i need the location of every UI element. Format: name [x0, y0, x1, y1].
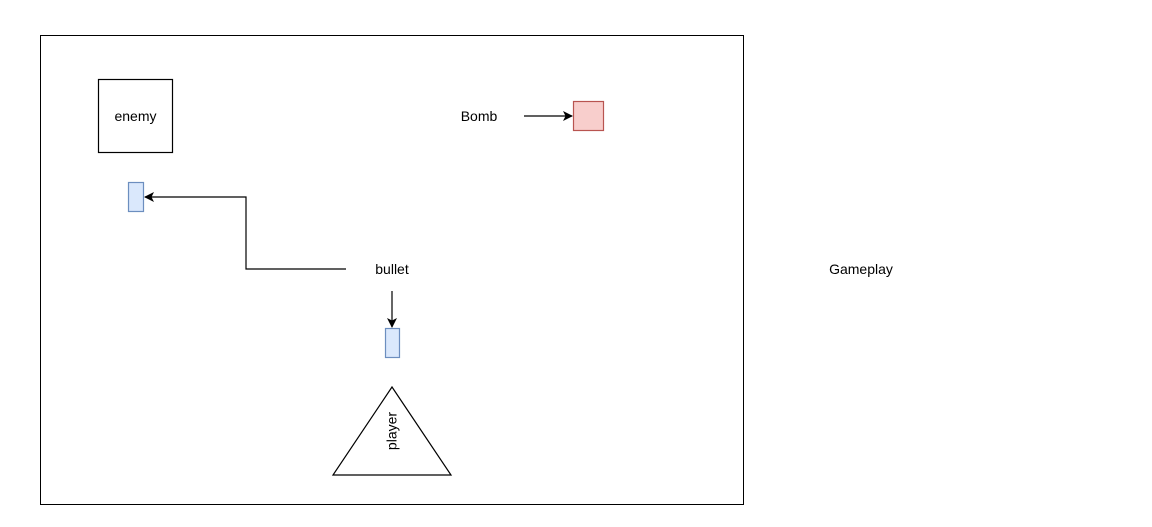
bomb-label: Bomb [461, 108, 498, 124]
enemy-node: enemy [97, 78, 174, 154]
player-node: player [331, 385, 453, 476]
bullet-label: bullet [375, 261, 409, 277]
bomb-node: Bomb [461, 100, 605, 132]
player-label: player [384, 412, 400, 450]
bomb-block [572, 100, 605, 132]
gameplay-label: Gameplay [829, 261, 893, 277]
player-triangle [331, 385, 453, 476]
bullet-node: bullet [127, 181, 409, 359]
bullet-arrow-to-enemy-bullet [144, 192, 346, 270]
enemy-label: enemy [114, 108, 156, 124]
player-bullet [384, 327, 401, 359]
enemy-bullet [127, 181, 145, 213]
enemy-box [97, 78, 174, 154]
